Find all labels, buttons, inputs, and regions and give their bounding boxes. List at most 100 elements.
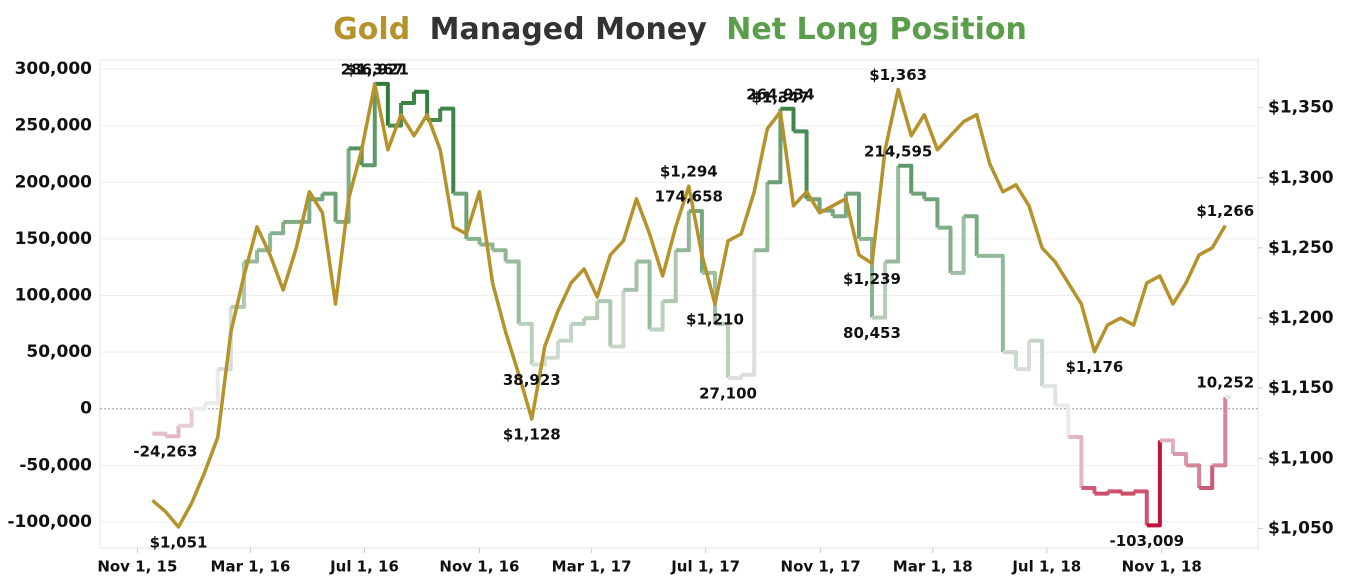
data-label: 264,934 (746, 85, 814, 103)
net-long-step (885, 165, 901, 264)
net-long-step (584, 301, 600, 321)
net-long-step (675, 210, 691, 253)
net-long-step (937, 225, 953, 273)
net-long-step (257, 233, 273, 253)
net-long-step (571, 318, 587, 326)
net-long-step (1002, 350, 1018, 370)
net-long-step (924, 197, 940, 228)
net-long-step (1042, 384, 1058, 406)
net-long-step (387, 103, 403, 128)
net-long-step (989, 253, 1005, 353)
net-long-step (152, 431, 168, 437)
net-long-step (793, 129, 809, 200)
net-long-step (544, 340, 560, 360)
data-label: -103,009 (1110, 532, 1185, 550)
data-label: $1,051 (150, 533, 208, 551)
y2-tick-label: $1,350 (1268, 98, 1334, 118)
net-long-step (165, 425, 181, 439)
data-label: $1,347 (751, 88, 809, 106)
data-label: $1,266 (1196, 202, 1254, 220)
x-tick-label: Jul 1, 16 (329, 558, 399, 576)
net-long-step (322, 191, 338, 222)
net-long-step (858, 236, 874, 318)
net-long-step (204, 369, 220, 406)
x-tick-label: Jul 1, 17 (670, 558, 740, 576)
y-tick-label: 0 (80, 399, 92, 419)
title-part: Managed Money (430, 12, 708, 47)
x-tick-label: Nov 1, 15 (97, 558, 177, 576)
net-long-step (649, 301, 665, 332)
title-part: Gold (333, 12, 410, 47)
y2-tick-label: $1,300 (1268, 168, 1334, 188)
y-tick-label: 50,000 (26, 342, 92, 362)
y-tick-label: 100,000 (15, 286, 93, 306)
net-long-step (270, 221, 286, 236)
y2-tick-label: $1,200 (1268, 308, 1334, 328)
net-long-step (479, 242, 495, 251)
y-tick-label: 150,000 (15, 229, 93, 249)
x-tick-label: Mar 1, 18 (893, 558, 973, 576)
net-long-step (1081, 485, 1097, 494)
net-long-step (1015, 340, 1032, 372)
net-long-step (597, 299, 613, 347)
net-long-step (662, 250, 678, 304)
net-long-step (754, 182, 770, 253)
net-long-step (1120, 491, 1136, 496)
data-label: $1,239 (843, 270, 901, 288)
chart-title: Gold Managed Money Net Long Position (333, 12, 1027, 47)
net-long-step (453, 191, 469, 239)
y-tick-label: 300,000 (15, 59, 93, 79)
net-long-step (872, 261, 888, 320)
net-long-step (557, 323, 574, 343)
x-tick-label: Mar 1, 16 (211, 558, 291, 576)
x-tick-label: Nov 1, 17 (781, 558, 861, 576)
plot-frame (99, 59, 1259, 549)
net-long-step (1107, 489, 1123, 494)
net-long-step (1159, 438, 1175, 455)
net-long-step (518, 321, 534, 365)
data-label: 27,100 (699, 385, 757, 403)
net-long-step (466, 236, 482, 245)
net-long-step (374, 81, 390, 126)
net-long-step (1172, 452, 1189, 466)
x-tick-label: Nov 1, 18 (1122, 558, 1202, 576)
data-label: $1,128 (503, 425, 561, 443)
net-long-step (780, 106, 796, 132)
net-long-step (414, 89, 430, 121)
y2-tick-label: $1,250 (1268, 238, 1334, 258)
net-long-step (1068, 435, 1084, 488)
net-long-step (636, 259, 652, 330)
data-label: 174,658 (655, 187, 723, 205)
net-long-step (361, 83, 377, 168)
y-tick-label: -100,000 (8, 512, 93, 532)
y2-tick-label: $1,100 (1268, 448, 1334, 468)
plot-area: -100,000 -50,000 0 50,000 100,000 150,000 200,… (8, 59, 1334, 575)
net-long-step (440, 106, 456, 194)
net-long-step (492, 248, 508, 262)
data-label: $1,294 (660, 163, 718, 181)
net-long-step (1094, 491, 1110, 496)
net-long-step (610, 289, 626, 349)
data-label: $1,176 (1065, 358, 1123, 376)
net-long-step (714, 321, 731, 379)
data-label: 80,453 (843, 324, 901, 342)
net-long-step (898, 163, 914, 194)
y2-tick-label: $1,050 (1268, 518, 1334, 538)
data-label: 214,595 (864, 142, 932, 160)
net-long-step (845, 191, 861, 239)
net-long-step (400, 91, 417, 106)
y-tick-label: 250,000 (15, 116, 93, 136)
net-long-step (963, 214, 979, 256)
net-long-step (191, 403, 207, 411)
data-label: -24,263 (133, 443, 197, 461)
net-long-step (335, 148, 351, 224)
net-long-step (1199, 465, 1215, 490)
y2-tick-label: $1,150 (1268, 378, 1334, 398)
data-label: 286,921 (341, 60, 409, 78)
net-long-step (531, 357, 547, 367)
y-tick-label: 200,000 (15, 172, 93, 192)
x-tick-label: Nov 1, 16 (439, 558, 519, 576)
data-label: 10,252 (1196, 374, 1254, 392)
y-tick-label: -50,000 (19, 455, 92, 475)
